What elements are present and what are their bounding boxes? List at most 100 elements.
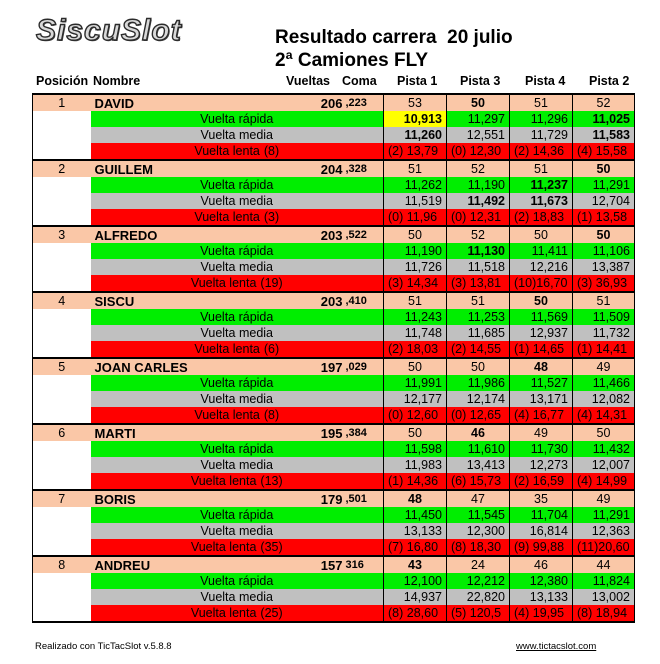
fastest-lap-time: 11,598 xyxy=(383,441,447,457)
slow-lap-time: (0) 12,31 xyxy=(446,209,510,226)
fastest-lap-time: 11,025 xyxy=(572,111,635,127)
position-spacer xyxy=(32,193,91,209)
track-laps: 50 xyxy=(509,291,573,309)
position-spacer xyxy=(32,507,91,523)
slow-lap-label: Vuelta lenta (25) xyxy=(90,605,384,623)
track-laps: 50 xyxy=(383,225,447,243)
laps-total: 203 xyxy=(220,225,344,243)
fastest-lap-row: Vuelta rápida 11,450 11,545 11,704 11,291 xyxy=(32,507,635,523)
fastest-lap-time: 11,106 xyxy=(572,243,635,259)
average-lap-row: Vuelta media 11,726 11,518 12,216 13,387 xyxy=(32,259,635,275)
driver-row: 5 JOAN CARLES 197,029 50 50 48 49 xyxy=(32,357,635,375)
slow-lap-time: (3) 14,34 xyxy=(383,275,447,292)
laps-fraction: 316 xyxy=(343,555,384,573)
average-lap-time: 11,260 xyxy=(383,127,447,143)
driver-row: 1 DAVID 206,223 53 50 51 52 xyxy=(32,93,635,111)
driver-name: BORIS xyxy=(90,489,221,507)
fastest-lap-time: 11,527 xyxy=(509,375,573,391)
slow-lap-text: Vuelta lenta xyxy=(190,275,257,290)
slow-lap-count: (8) xyxy=(263,407,280,422)
average-lap-time: 12,007 xyxy=(572,457,635,473)
average-lap-time: 13,133 xyxy=(383,523,447,539)
laps-total: 203 xyxy=(220,291,344,309)
slow-lap-time: (4) 16,77 xyxy=(509,407,573,424)
average-lap-time: 12,937 xyxy=(509,325,573,341)
header-pista-4: Pista 4 xyxy=(525,74,566,88)
fastest-lap-time: 11,610 xyxy=(446,441,510,457)
slow-lap-label: Vuelta lenta (8) xyxy=(90,407,384,424)
average-lap-time: 13,387 xyxy=(572,259,635,275)
average-lap-time: 13,413 xyxy=(446,457,510,473)
position-spacer xyxy=(32,243,91,259)
fastest-lap-time: 11,297 xyxy=(446,111,510,127)
slow-lap-time: (4) 14,99 xyxy=(572,473,635,490)
position-spacer xyxy=(32,441,91,457)
laps-fraction: ,029 xyxy=(343,357,384,375)
position-cell: 7 xyxy=(32,489,91,507)
driver-name: ALFREDO xyxy=(90,225,221,243)
average-lap-time: 13,171 xyxy=(509,391,573,407)
track-laps: 49 xyxy=(572,357,635,375)
footer-link[interactable]: www.tictacslot.com xyxy=(516,641,597,652)
slow-lap-label: Vuelta lenta (3) xyxy=(90,209,384,226)
slow-lap-count: (19) xyxy=(260,275,283,290)
fastest-lap-time: 11,569 xyxy=(509,309,573,325)
laps-fraction: ,410 xyxy=(343,291,384,309)
average-lap-time: 11,518 xyxy=(446,259,510,275)
position-spacer xyxy=(32,325,91,341)
fastest-lap-time: 12,212 xyxy=(446,573,510,589)
position-spacer xyxy=(32,127,91,143)
track-laps: 49 xyxy=(572,489,635,507)
slow-lap-time: (1) 14,36 xyxy=(383,473,447,490)
fastest-lap-time: 11,466 xyxy=(572,375,635,391)
track-laps: 51 xyxy=(446,291,510,309)
slow-lap-time: (6) 15,73 xyxy=(446,473,510,490)
slow-lap-row: Vuelta lenta (3) (0) 11,96 (0) 12,31 (2) 18,… xyxy=(32,209,635,226)
track-laps: 50 xyxy=(572,159,635,177)
average-lap-time: 11,983 xyxy=(383,457,447,473)
fastest-lap-time: 11,262 xyxy=(383,177,447,193)
slow-lap-time: (0) 11,96 xyxy=(383,209,447,226)
fastest-lap-time: 10,913 xyxy=(383,111,447,127)
position-spacer xyxy=(32,111,91,127)
fastest-lap-label: Vuelta rápida xyxy=(90,111,384,127)
fastest-lap-label: Vuelta rápida xyxy=(90,177,384,193)
slow-lap-row: Vuelta lenta (8) (0) 12,60 (0) 12,65 (4) 16,… xyxy=(32,407,635,424)
position-cell: 5 xyxy=(32,357,91,375)
slow-lap-time: (8) 18,94 xyxy=(572,605,635,623)
slow-lap-time: (9) 99,88 xyxy=(509,539,573,556)
fastest-lap-time: 11,190 xyxy=(446,177,510,193)
average-lap-time: 11,748 xyxy=(383,325,447,341)
average-lap-time: 22,820 xyxy=(446,589,510,605)
slow-lap-row: Vuelta lenta (8) (2) 13,79 (0) 12,30 (2) 14,… xyxy=(32,143,635,160)
slow-lap-text: Vuelta lenta xyxy=(194,341,260,356)
slow-lap-time: (0) 12,30 xyxy=(446,143,510,160)
track-laps: 48 xyxy=(383,489,447,507)
position-spacer xyxy=(32,539,91,556)
slow-lap-text: Vuelta lenta xyxy=(194,143,260,158)
track-laps: 53 xyxy=(383,93,447,111)
slow-lap-time: (3) 36,93 xyxy=(572,275,635,292)
laps-fraction: ,522 xyxy=(343,225,384,243)
driver-name: GUILLEM xyxy=(90,159,221,177)
slow-lap-time: (4) 15,58 xyxy=(572,143,635,160)
average-lap-row: Vuelta media 11,983 13,413 12,273 12,007 xyxy=(32,457,635,473)
fastest-lap-time: 11,704 xyxy=(509,507,573,523)
average-lap-time: 11,673 xyxy=(509,193,573,209)
slow-lap-count: (35) xyxy=(260,539,283,554)
track-laps: 50 xyxy=(383,423,447,441)
track-laps: 49 xyxy=(509,423,573,441)
fastest-lap-time: 11,986 xyxy=(446,375,510,391)
fastest-lap-time: 11,130 xyxy=(446,243,510,259)
driver-row: 7 BORIS 179,501 48 47 35 49 xyxy=(32,489,635,507)
laps-total: 204 xyxy=(220,159,344,177)
average-lap-time: 12,174 xyxy=(446,391,510,407)
position-spacer xyxy=(32,589,91,605)
average-lap-time: 11,685 xyxy=(446,325,510,341)
position-spacer xyxy=(32,259,91,275)
position-spacer xyxy=(32,457,91,473)
fastest-lap-time: 12,100 xyxy=(383,573,447,589)
track-laps: 50 xyxy=(572,423,635,441)
fastest-lap-row: Vuelta rápida 12,100 12,212 12,380 11,824 xyxy=(32,573,635,589)
track-laps: 50 xyxy=(383,357,447,375)
